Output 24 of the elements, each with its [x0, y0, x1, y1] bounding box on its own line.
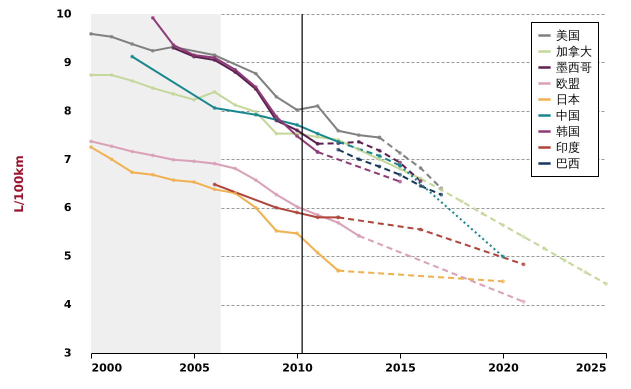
y-tick-label: 3: [64, 346, 72, 360]
x-tick-label: 2025: [576, 362, 606, 374]
x-tick-label: 2020: [488, 362, 520, 374]
legend-label: 加拿大: [556, 44, 592, 58]
y-tick-label: 7: [64, 152, 72, 166]
legend-label: 中国: [556, 108, 580, 122]
legend-label: 韩国: [556, 124, 580, 138]
y-tick-label: 4: [64, 298, 72, 312]
legend-label: 美国: [556, 28, 580, 42]
legend-label: 日本: [556, 92, 580, 106]
y-tick-label: 10: [56, 8, 72, 20]
y-tick-label: 5: [64, 250, 72, 263]
legend-label: 巴西: [556, 156, 580, 170]
legend-label: 印度: [556, 140, 580, 154]
x-tick-label: 2015: [385, 362, 416, 374]
y-tick-label: 9: [64, 56, 72, 69]
legend-label: 墨西哥: [556, 60, 592, 74]
y-tick-label: 6: [64, 201, 72, 214]
legend-label: 欧盟: [556, 76, 580, 90]
y-tick-label: 8: [64, 104, 72, 118]
y-axis-title: L/100km: [12, 155, 26, 213]
x-tick-label: 2005: [179, 362, 210, 374]
x-tick-label: 2000: [92, 362, 122, 374]
x-tick-label: 2010: [282, 362, 314, 374]
